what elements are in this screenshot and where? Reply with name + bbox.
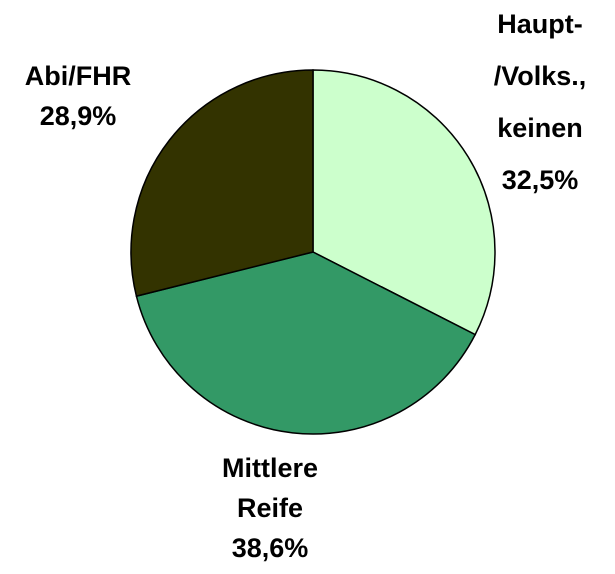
slice-label: Haupt- bbox=[497, 9, 582, 39]
pie-slice bbox=[135, 251, 477, 435]
slice-label: Reife bbox=[237, 493, 303, 523]
slice-label: Mittlere bbox=[222, 453, 318, 483]
value-label: 32,5% bbox=[502, 165, 579, 195]
pie-slice bbox=[130, 69, 314, 298]
value-label: 38,6% bbox=[232, 533, 309, 563]
slice-label: Abi/FHR bbox=[25, 61, 131, 91]
slice-label: keinen bbox=[497, 113, 583, 143]
pie-slice bbox=[312, 69, 496, 336]
value-label: 28,9% bbox=[40, 101, 117, 131]
slice-label: /Volks., bbox=[494, 61, 587, 91]
